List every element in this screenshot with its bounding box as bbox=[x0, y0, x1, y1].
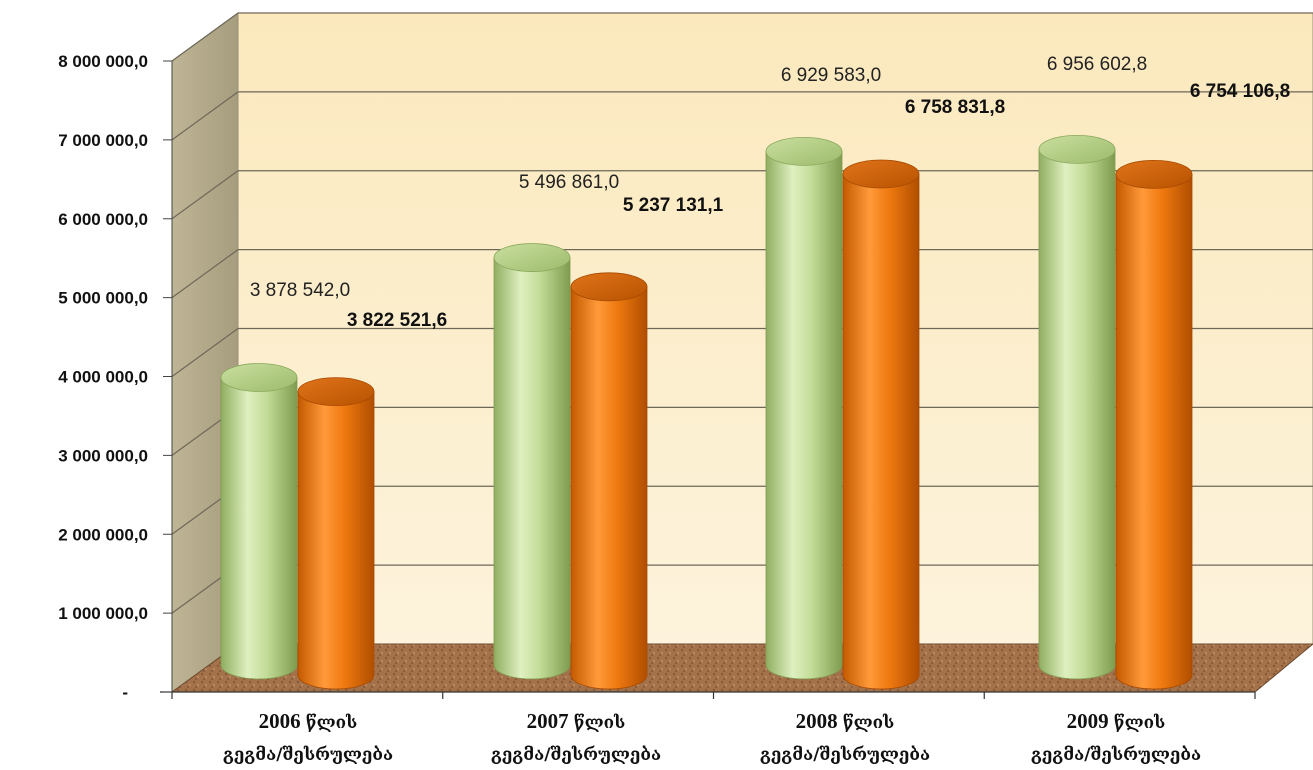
x-tick-sublabel: გეგმა/შესრულება bbox=[491, 745, 661, 765]
x-tick-label: 2006 წლის bbox=[259, 709, 358, 733]
x-tick-word: წლის bbox=[306, 713, 358, 733]
bar-plan-2007 bbox=[493, 243, 571, 680]
cylinder-body bbox=[570, 286, 648, 690]
bar-plan-2009 bbox=[1038, 134, 1116, 680]
x-tick-year: 2006 bbox=[259, 709, 306, 733]
y-tick-label: 4 000 000,0 bbox=[58, 368, 148, 387]
gridline-side bbox=[171, 170, 239, 220]
x-tick-year: 2008 bbox=[796, 709, 843, 733]
bar-execution-2007 bbox=[570, 272, 648, 690]
x-tick-word: წლის bbox=[843, 713, 895, 733]
cylinder-body bbox=[842, 173, 920, 690]
cylinder-body bbox=[297, 391, 375, 690]
gridline-side bbox=[171, 249, 239, 299]
gridline-side bbox=[171, 328, 239, 377]
cylinder-top bbox=[570, 272, 648, 302]
x-tick-label: 2009 წლის bbox=[1067, 709, 1166, 733]
bar-execution-2008 bbox=[842, 159, 920, 690]
x-tick-label: 2007 წლის bbox=[527, 709, 626, 733]
y-tick-label: 6 000 000,0 bbox=[58, 210, 148, 229]
data-label-execution: 6 754 106,8 bbox=[1190, 81, 1290, 102]
cylinder-body bbox=[493, 257, 571, 680]
x-tick-word: წლის bbox=[574, 713, 626, 733]
data-label-execution: 6 758 831,8 bbox=[905, 97, 1005, 118]
data-label-execution: 3 822 521,6 bbox=[347, 310, 447, 331]
cylinder-top bbox=[765, 136, 843, 166]
x-tick-label: 2008 წლის bbox=[796, 709, 895, 733]
x-tick-sublabel: გეგმა/შესრულება bbox=[1031, 745, 1201, 765]
cylinder-top bbox=[842, 159, 920, 189]
bar-plan-2008 bbox=[765, 136, 843, 680]
y-tick-label: - bbox=[122, 683, 128, 702]
x-tick-sublabel: გეგმა/შესრულება bbox=[223, 745, 393, 765]
y-tick-label: 3 000 000,0 bbox=[58, 446, 148, 465]
x-tick-sublabel: გეგმა/შესრულება bbox=[760, 745, 930, 765]
cylinder-body bbox=[220, 377, 298, 680]
cylinder-top bbox=[297, 377, 375, 407]
cylinder-top bbox=[220, 363, 298, 392]
gridline-side bbox=[171, 91, 239, 141]
y-tick-label: 2 000 000,0 bbox=[58, 525, 148, 544]
x-tick-word: წლის bbox=[1114, 713, 1166, 733]
data-label-execution: 5 237 131,1 bbox=[623, 195, 724, 216]
bar-execution-2009 bbox=[1115, 159, 1193, 690]
data-label-plan: 5 496 861,0 bbox=[519, 172, 619, 193]
data-label-plan: 6 929 583,0 bbox=[781, 65, 881, 86]
bar-execution-2006 bbox=[297, 377, 375, 690]
y-tick-label: 7 000 000,0 bbox=[58, 131, 148, 150]
gridline-side bbox=[171, 12, 239, 62]
cylinder-body bbox=[765, 150, 843, 680]
x-tick-year: 2007 bbox=[527, 709, 574, 733]
y-tick-label: 8 000 000,0 bbox=[58, 52, 148, 71]
cylinder-body bbox=[1115, 173, 1193, 690]
cylinder-body bbox=[1038, 148, 1116, 680]
bar-plan-2006 bbox=[220, 363, 298, 680]
y-tick-label: 5 000 000,0 bbox=[58, 289, 148, 308]
data-label-plan: 6 956 602,8 bbox=[1047, 54, 1147, 75]
y-tick-label: 1 000 000,0 bbox=[58, 604, 148, 623]
cylinder-top bbox=[1038, 134, 1116, 164]
data-label-plan: 3 878 542,0 bbox=[250, 280, 350, 301]
cylinder-top bbox=[1115, 159, 1193, 189]
cylinder-top bbox=[493, 243, 571, 272]
x-tick-year: 2009 bbox=[1067, 709, 1114, 733]
